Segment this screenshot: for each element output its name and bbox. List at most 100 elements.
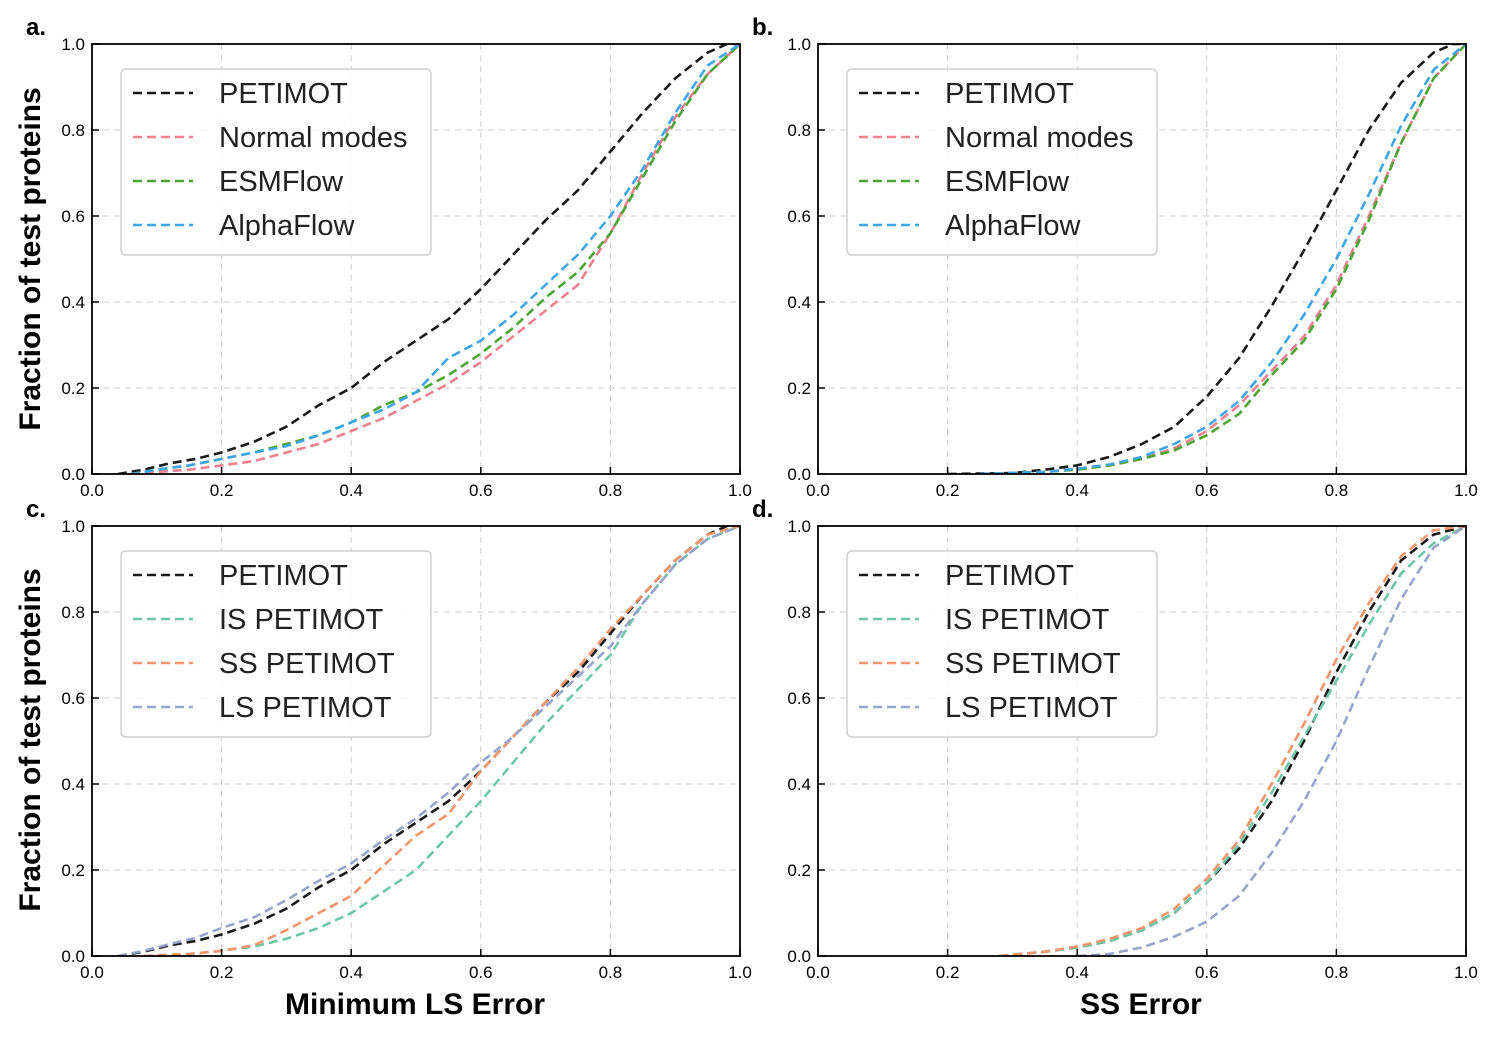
legend-label: SS PETIMOT (945, 648, 1121, 680)
panel-label: b. (752, 14, 773, 41)
legend: PETIMOT Normal modes ESMFlow AlphaFlow (120, 68, 432, 256)
legend-label: AlphaFlow (219, 210, 355, 242)
y-tick-label: 0.6 (61, 207, 85, 226)
legend-label: IS PETIMOT (219, 604, 384, 636)
legend-label: ESMFlow (219, 166, 344, 198)
x-tick-label: 1.0 (1454, 963, 1478, 982)
x-tick-label: 1.0 (728, 963, 752, 982)
y-tick-label: 0.6 (787, 207, 811, 226)
legend-label: LS PETIMOT (219, 692, 392, 724)
legend: PETIMOT Normal modes ESMFlow AlphaFlow (846, 68, 1158, 256)
legend-label: SS PETIMOT (219, 648, 395, 680)
y-tick-label: 1.0 (787, 35, 811, 54)
series-line-alphaflow (130, 44, 740, 474)
plot-frame (817, 525, 1467, 957)
panel-d: 0.0 0.2 0.4 0.6 0.8 1.0 0.0 0.2 0.4 0.6 0.8 1.0 d. PE… (752, 496, 1478, 982)
x-tick-label: 0.4 (339, 481, 363, 500)
y-tick-label: 0.6 (61, 689, 85, 708)
legend-label: AlphaFlow (945, 210, 1081, 242)
x-tick-label: 0.6 (1195, 963, 1219, 982)
x-tick-label: 1.0 (1454, 481, 1478, 500)
series-line-is-petimot (143, 526, 740, 956)
legend: PETIMOT IS PETIMOT SS PETIMOT LS PETIMOT (120, 550, 432, 738)
plot-frame (817, 43, 1467, 475)
y-tick-label: 0.2 (61, 861, 85, 880)
y-tick-label: 0.4 (61, 775, 85, 794)
series-line-normal-modes (130, 44, 740, 474)
legend-label: Normal modes (945, 122, 1134, 154)
panel-a: 0.0 0.2 0.4 0.6 0.8 1.0 0.0 0.2 0.4 0.6 0.8 1.0 a. PE… (26, 14, 752, 500)
panel-label: d. (752, 496, 773, 523)
x-tick-label: 1.0 (728, 481, 752, 500)
y-tick-label: 0.0 (787, 947, 811, 966)
x-tick-label: 0.6 (469, 963, 493, 982)
legend-box (120, 550, 432, 738)
panel-label: a. (26, 14, 46, 41)
x-tick-label: 0.2 (210, 481, 234, 500)
x-tick-label: 0.4 (1065, 963, 1089, 982)
x-tick-label: 0.6 (469, 481, 493, 500)
legend-label: PETIMOT (219, 560, 348, 592)
y-tick-label: 0.0 (61, 465, 85, 484)
series-line-esmflow (979, 44, 1466, 474)
y-tick-label: 0.4 (787, 775, 811, 794)
x-axis-title-left: Minimum LS Error (285, 988, 545, 1021)
y-tick-label: 0.6 (787, 689, 811, 708)
series-line-petimot (117, 44, 740, 474)
y-tick-label: 0.8 (787, 121, 811, 140)
legend-label: PETIMOT (945, 78, 1074, 110)
x-tick-label: 0.0 (806, 963, 830, 982)
y-tick-label: 0.0 (61, 947, 85, 966)
y-tick-label: 0.2 (61, 379, 85, 398)
legend-box (120, 68, 432, 256)
series-line-petimot (947, 44, 1466, 474)
legend-label: PETIMOT (219, 78, 348, 110)
legend: PETIMOT IS PETIMOT SS PETIMOT LS PETIMOT (846, 550, 1158, 738)
legend-label: PETIMOT (945, 560, 1074, 592)
series-line-esmflow (130, 44, 740, 474)
legend-label: ESMFlow (945, 166, 1070, 198)
series-line-ls-petimot (117, 526, 740, 956)
series-group (947, 44, 1466, 474)
x-tick-label: 0.2 (936, 963, 960, 982)
y-tick-label: 0.8 (787, 603, 811, 622)
y-tick-label: 0.8 (61, 603, 85, 622)
plot-frame (91, 43, 741, 475)
x-tick-label: 0.0 (80, 963, 104, 982)
y-tick-label: 1.0 (61, 517, 85, 536)
series-group (999, 526, 1466, 956)
legend-box (846, 550, 1158, 738)
legend-box (846, 68, 1158, 256)
x-tick-label: 0.8 (599, 963, 623, 982)
series-line-ss-petimot (999, 526, 1466, 956)
y-tick-label: 0.4 (787, 293, 811, 312)
y-axis-title-bottom: Fraction of test proteins (14, 568, 47, 911)
legend-label: Normal modes (219, 122, 408, 154)
x-tick-label: 0.4 (1065, 481, 1089, 500)
legend-label: LS PETIMOT (945, 692, 1118, 724)
x-tick-label: 0.0 (80, 481, 104, 500)
x-tick-label: 0.6 (1195, 481, 1219, 500)
x-tick-label: 0.2 (936, 481, 960, 500)
x-tick-label: 0.8 (599, 481, 623, 500)
panel-c: 0.0 0.2 0.4 0.6 0.8 1.0 0.0 0.2 0.4 0.6 0.8 1.0 c. PE… (26, 496, 752, 982)
y-tick-label: 0.4 (61, 293, 85, 312)
x-tick-label: 0.8 (1325, 963, 1349, 982)
x-tick-label: 0.8 (1325, 481, 1349, 500)
series-line-ls-petimot (1077, 526, 1466, 956)
x-tick-label: 0.2 (210, 963, 234, 982)
y-tick-label: 0.8 (61, 121, 85, 140)
panel-label: c. (26, 496, 46, 523)
series-group (117, 44, 740, 474)
y-tick-label: 0.2 (787, 861, 811, 880)
plot-frame (91, 525, 741, 957)
y-tick-label: 1.0 (61, 35, 85, 54)
panel-b: 0.0 0.2 0.4 0.6 0.8 1.0 0.0 0.2 0.4 0.6 0.8 1.0 b. PE… (752, 14, 1478, 500)
y-tick-label: 0.2 (787, 379, 811, 398)
x-axis-title-right: SS Error (1080, 988, 1202, 1021)
series-group (117, 526, 740, 956)
panels: 0.0 0.2 0.4 0.6 0.8 1.0 0.0 0.2 0.4 0.6 0.8 1.0 a. PE… (26, 14, 1478, 982)
x-tick-label: 0.4 (339, 963, 363, 982)
x-tick-label: 0.0 (806, 481, 830, 500)
